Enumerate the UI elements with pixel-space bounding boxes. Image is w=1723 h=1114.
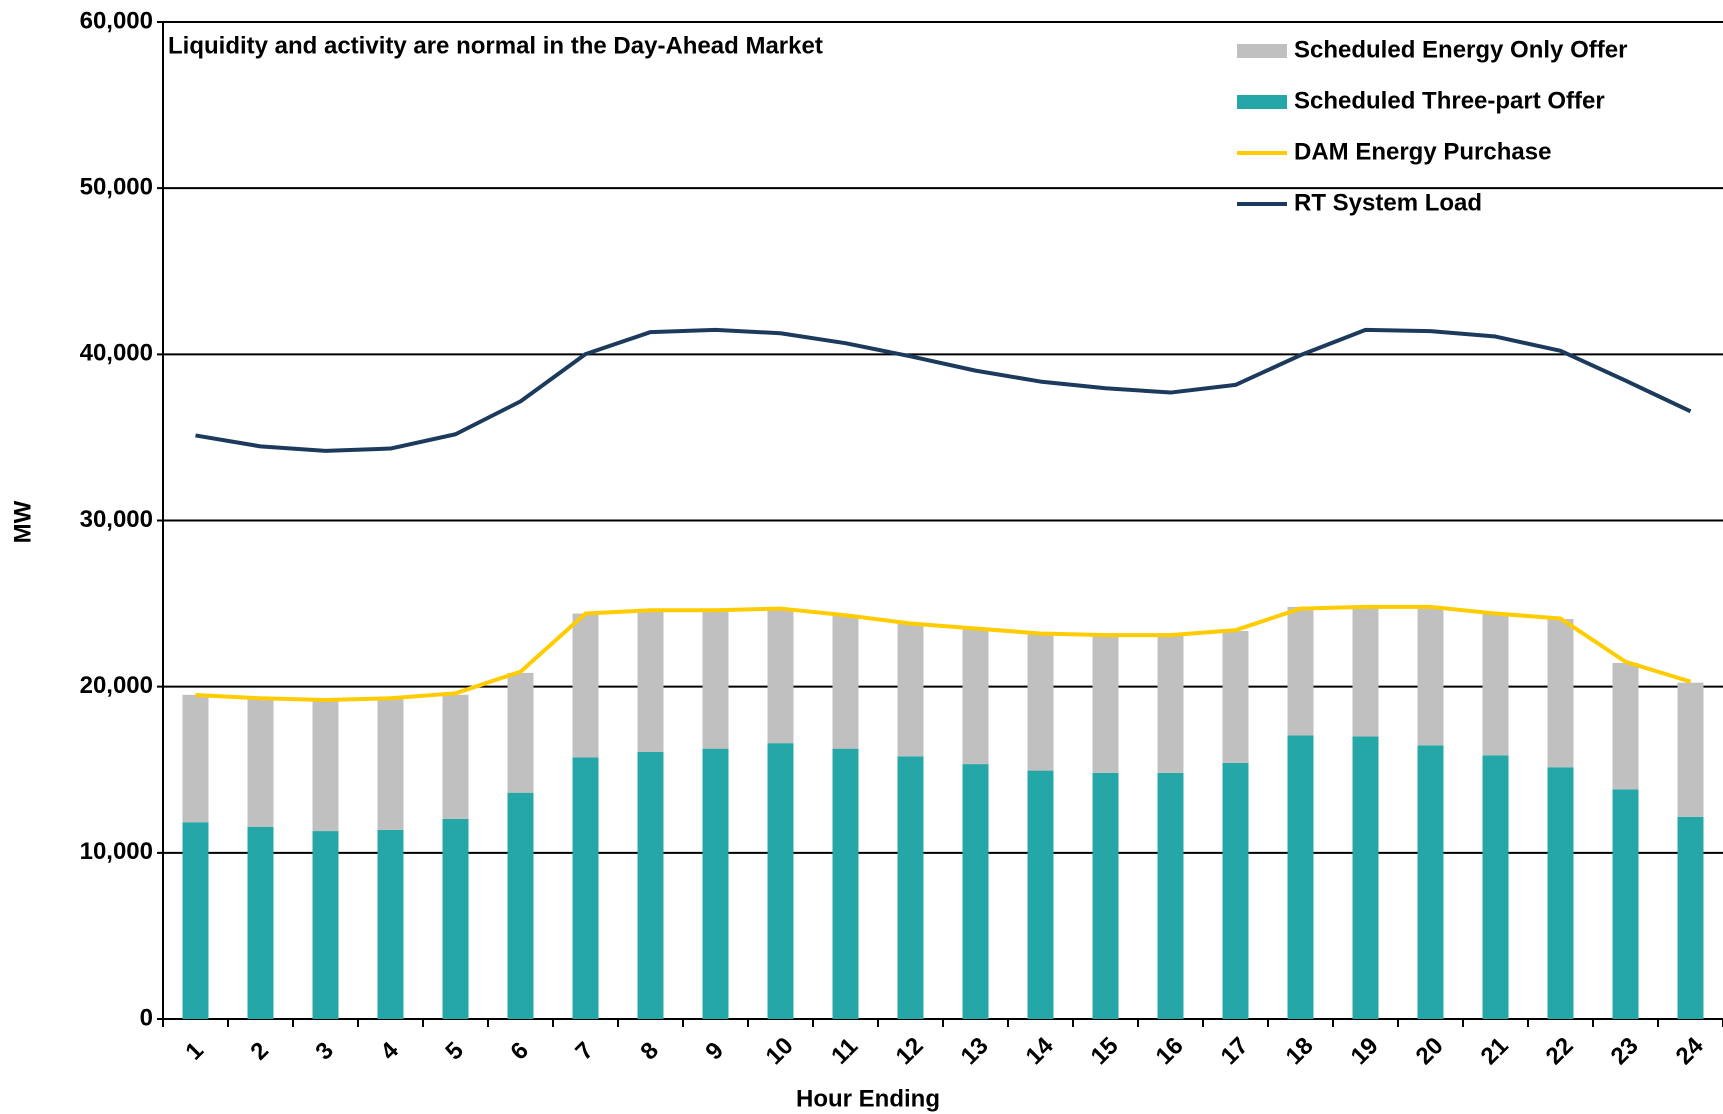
annotation: Liquidity and activity are normal in the… [168, 32, 823, 59]
bar [637, 610, 664, 752]
bar [572, 613, 599, 758]
bar [1352, 605, 1379, 737]
y-tick-label: 60,000 [80, 7, 153, 34]
x-tick-label: 16 [1151, 1032, 1189, 1070]
bar [1612, 789, 1639, 1019]
bar [897, 756, 924, 1019]
x-tick-label: 20 [1411, 1032, 1449, 1070]
bar [507, 792, 534, 1019]
bar [767, 609, 794, 744]
x-tick-label: 5 [440, 1037, 469, 1066]
bar [442, 694, 469, 819]
x-tick-label: 22 [1541, 1032, 1579, 1070]
bar [1417, 745, 1444, 1019]
bar [1417, 606, 1444, 746]
x-tick-label: 21 [1476, 1032, 1514, 1070]
bar [1677, 682, 1704, 817]
x-tick-label: 10 [761, 1032, 799, 1070]
bar [507, 672, 534, 793]
bar [1092, 772, 1119, 1019]
bar [1612, 662, 1639, 790]
bar [1027, 633, 1054, 771]
bar [1547, 767, 1574, 1019]
bar [767, 743, 794, 1019]
x-tick-label: 3 [310, 1037, 339, 1066]
legend-label: RT System Load [1294, 189, 1482, 216]
bar [442, 818, 469, 1019]
y-tick-label: 0 [140, 1004, 153, 1031]
x-tick-label: 23 [1606, 1032, 1644, 1070]
bar [182, 822, 209, 1019]
bar [1287, 606, 1314, 736]
bar [1482, 755, 1509, 1019]
x-axis-label: Hour Ending [796, 1085, 940, 1112]
x-tick-label: 24 [1671, 1032, 1709, 1070]
bar [702, 748, 729, 1019]
x-tick-label: 1 [180, 1037, 209, 1066]
x-tick-label: 11 [826, 1033, 863, 1070]
y-tick-label: 30,000 [80, 506, 153, 533]
bar [247, 699, 274, 827]
bar [962, 764, 989, 1019]
bar [312, 831, 339, 1019]
bar [1157, 772, 1184, 1019]
x-tick-label: 6 [505, 1037, 534, 1066]
bar [1157, 635, 1184, 773]
x-tick-label: 7 [570, 1037, 599, 1066]
x-tick-label: 2 [245, 1037, 274, 1066]
line-series [195, 604, 1692, 702]
y-tick-label: 20,000 [80, 672, 153, 699]
bar [377, 829, 404, 1019]
x-tick-label: 9 [700, 1037, 729, 1066]
legend-swatch [1237, 44, 1287, 58]
y-tick-label: 10,000 [80, 838, 153, 865]
bar [702, 610, 729, 749]
bar [637, 751, 664, 1019]
legend-label: Scheduled Energy Only Offer [1294, 36, 1627, 63]
bar [1222, 762, 1249, 1019]
bar [1287, 735, 1314, 1019]
bar [832, 615, 859, 749]
bar [182, 694, 209, 823]
y-tick-label: 50,000 [80, 174, 153, 201]
bar [1482, 613, 1509, 756]
bar [1547, 619, 1574, 768]
legend-label: DAM Energy Purchase [1294, 138, 1551, 165]
bar [1222, 631, 1249, 763]
x-tick-label: 12 [891, 1032, 929, 1070]
x-tick-label: 18 [1281, 1032, 1319, 1070]
x-tick-label: 4 [375, 1036, 404, 1065]
bar [377, 699, 404, 830]
y-tick-label: 40,000 [80, 340, 153, 367]
y-axis-label: MW [9, 500, 36, 543]
x-tick-label: 8 [635, 1037, 664, 1066]
legend-label: Scheduled Three-part Offer [1294, 87, 1605, 114]
bar [1092, 634, 1119, 773]
line-series [195, 327, 1692, 453]
bar [832, 748, 859, 1019]
bar [1027, 770, 1054, 1019]
x-tick-label: 19 [1346, 1032, 1384, 1070]
bar [1352, 736, 1379, 1019]
bar [897, 623, 924, 757]
bar [312, 701, 339, 832]
legend-swatch [1237, 95, 1287, 109]
x-tick-label: 17 [1216, 1032, 1254, 1070]
bar [962, 627, 989, 765]
bar [247, 826, 274, 1019]
bar [1677, 816, 1704, 1019]
bar [572, 757, 599, 1019]
x-tick-label: 13 [956, 1032, 994, 1070]
x-tick-label: 14 [1021, 1032, 1059, 1070]
x-tick-label: 15 [1086, 1032, 1124, 1070]
